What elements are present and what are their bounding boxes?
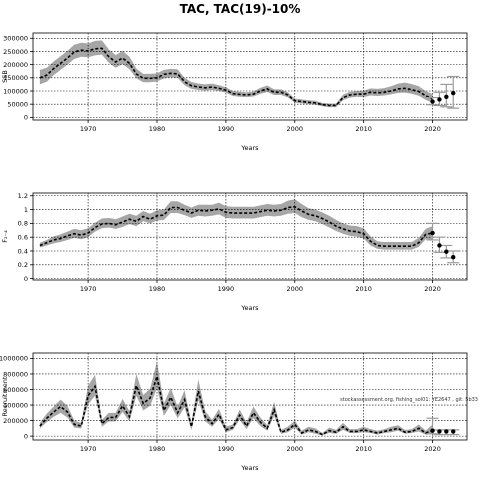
recruitment-forecast-point-2022 — [444, 429, 449, 434]
recruitment-forecast-point-2023 — [451, 429, 456, 434]
figure-title: TAC, TAC(19)-10% — [180, 2, 301, 16]
recruitment-x-tick-label-1970: 1970 — [80, 445, 97, 453]
ssb-y-axis-label: SSB — [1, 70, 9, 83]
ssb-forecast-point-2023 — [451, 90, 456, 96]
ssb-forecast-point-2020 — [430, 99, 435, 104]
recruitment-confidence-band — [39, 361, 433, 436]
recruitment-y-tick-label-600000: 600000 — [3, 386, 28, 394]
ssb-x-tick-label-2020: 2020 — [424, 125, 441, 133]
ssb-y-tick-label-200000: 200000 — [3, 61, 28, 69]
fbar-x-tick-label-1980: 1980 — [149, 285, 166, 293]
fbar-x-axis-label: Years — [240, 304, 259, 312]
ssb-y-tick-label-100000: 100000 — [3, 87, 28, 95]
fbar-x-tick-label-2000: 2000 — [287, 285, 304, 293]
fbar-y-tick-label-0.8: 0.8 — [18, 220, 28, 228]
recruitment-x-tick-label-2000: 2000 — [287, 445, 304, 453]
fbar-forecast-point-2021 — [437, 243, 442, 248]
chart-panel-fbar: 1970 1980 1990 2000 2010 2020 0 0.2 0.4 0.6 0.8 1 1.… — [1, 192, 468, 312]
ssb-forecast-point-2021 — [437, 97, 442, 102]
recruitment-x-axis-label: Years — [240, 464, 259, 472]
recruitment-axes-frame — [32, 352, 468, 441]
ssb-x-tick-label-1980: 1980 — [149, 125, 166, 133]
recruitment-y-tick-label-800000: 800000 — [3, 370, 28, 378]
fbar-y-tick-label-0.4: 0.4 — [18, 247, 28, 255]
fbar-y-axis-label: F₂₋₄ — [1, 230, 9, 243]
fbar-y-tick-label-1: 1 — [24, 206, 28, 214]
ssb-estimate-line — [39, 47, 433, 107]
fbar-y-tick-label-0.6: 0.6 — [18, 233, 28, 241]
fbar-y-tick-label-1.2: 1.2 — [18, 192, 28, 200]
recruitment-y-tick-label-0: 0 — [24, 432, 28, 440]
fbar-y-tick-label-0.2: 0.2 — [18, 261, 28, 269]
recruitment-y-tick-label-200000: 200000 — [3, 417, 28, 425]
ssb-y-tick-label-250000: 250000 — [3, 48, 28, 56]
recruitment-x-tick-label-1990: 1990 — [218, 445, 235, 453]
fbar-y-tick-label-0: 0 — [24, 275, 28, 283]
fbar-forecast-point-2022 — [444, 249, 449, 254]
ssb-y-tick-label-150000: 150000 — [3, 74, 28, 82]
ssb-y-tick-label-50000: 50000 — [7, 100, 28, 108]
recruitment-y-tick-label-400000: 400000 — [3, 401, 28, 409]
ssb-x-tick-label-2000: 2000 — [287, 125, 304, 133]
ssb-axes-frame — [32, 32, 468, 121]
fbar-x-tick-label-1990: 1990 — [218, 285, 235, 293]
ssb-forecast-point-2022 — [444, 94, 449, 100]
ssb-x-tick-label-1990: 1990 — [218, 125, 235, 133]
ssb-y-tick-label-300000: 300000 — [3, 35, 28, 43]
ssb-x-tick-label-2010: 2010 — [355, 125, 372, 133]
fbar-x-tick-label-2020: 2020 — [424, 285, 441, 293]
ssb-y-tick-label-0: 0 — [24, 114, 28, 122]
fbar-x-tick-label-2010: 2010 — [355, 285, 372, 293]
fbar-estimate-line — [39, 205, 433, 247]
fbar-confidence-band — [39, 199, 433, 250]
fbar-x-tick-label-1970: 1970 — [80, 285, 97, 293]
ssb-x-axis-label: Years — [240, 144, 259, 152]
chart-panels: 1970 1980 1990 2000 2010 2020 0 50000 100000 1500… — [0, 32, 468, 472]
chart-panel-ssb: 1970 1980 1990 2000 2010 2020 0 50000 100000 1500… — [1, 32, 468, 152]
recruitment-y-tick-label-1000000: 1000000 — [0, 355, 28, 363]
fbar-forecast-point-2020 — [430, 230, 435, 236]
recruitment-forecast-point-2021 — [437, 429, 442, 434]
fbar-axes-frame — [32, 192, 468, 281]
chart-panel-recruitment: 1970 1980 1990 2000 2010 2020 0 200000 400000 600… — [0, 352, 468, 472]
recruitment-y-axis-label: Recruitment — [1, 376, 9, 416]
ssb-x-tick-label-1970: 1970 — [80, 125, 97, 133]
recruitment-x-tick-label-2010: 2010 — [355, 445, 372, 453]
watermark-note: stockassessment.org, fishing_sol01: YE26… — [340, 397, 478, 403]
recruitment-x-tick-label-2020: 2020 — [424, 445, 441, 453]
recruitment-x-tick-label-1980: 1980 — [149, 445, 166, 453]
recruitment-forecast-point-2020 — [430, 428, 435, 433]
fbar-forecast-point-2023 — [451, 255, 456, 260]
recruitment-estimate-line — [39, 373, 433, 436]
ssb-confidence-band — [39, 40, 433, 108]
